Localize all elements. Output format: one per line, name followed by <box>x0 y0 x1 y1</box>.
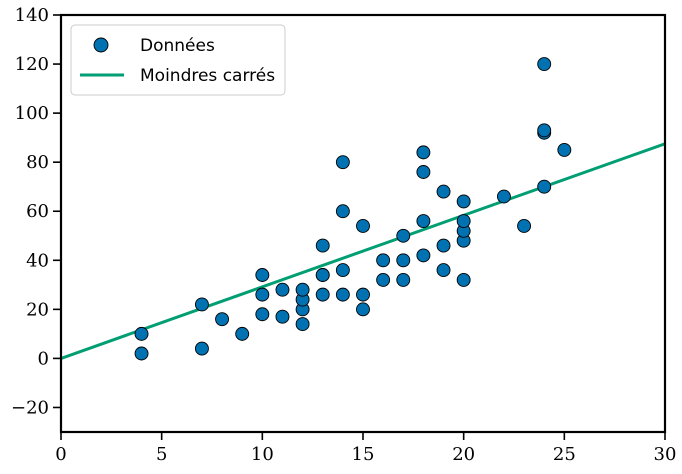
data-point <box>295 317 310 332</box>
data-point <box>295 282 310 297</box>
y-axis-ticks: −20 0 20 40 60 80 100 120 140 <box>11 5 61 418</box>
data-point <box>416 145 431 160</box>
data-point <box>376 272 391 287</box>
data-point <box>456 194 471 209</box>
data-point <box>255 268 270 282</box>
y-tick-label: −20 <box>11 397 49 418</box>
data-point <box>335 263 350 278</box>
y-tick-label: 120 <box>15 54 49 75</box>
data-point <box>275 282 290 297</box>
y-tick-label: 100 <box>15 103 49 124</box>
y-tick-label: 60 <box>26 201 49 222</box>
data-point <box>376 253 391 268</box>
data-point <box>416 165 431 179</box>
legend-box <box>70 24 286 96</box>
least-squares-line <box>61 142 665 360</box>
data-point <box>194 297 209 312</box>
legend-label-moindres-carres: Moindres carrés <box>140 66 275 86</box>
y-tick-label: 40 <box>26 250 49 271</box>
data-point <box>396 253 411 268</box>
data-point <box>416 214 431 228</box>
data-point <box>134 346 149 361</box>
data-point <box>194 341 209 356</box>
data-point <box>215 312 230 327</box>
data-point <box>496 189 511 204</box>
data-point <box>537 57 552 72</box>
data-point <box>275 309 290 324</box>
data-point <box>315 287 330 302</box>
data-point <box>235 326 250 341</box>
data-point <box>416 248 431 263</box>
x-axis-ticks: 0 5 10 15 20 25 30 <box>55 432 676 465</box>
data-point <box>436 184 451 199</box>
legend-label-donnees: Données <box>140 36 215 56</box>
data-point <box>335 204 350 219</box>
data-point <box>134 326 149 341</box>
data-point <box>335 287 350 302</box>
data-point <box>456 272 471 287</box>
data-point <box>436 263 451 278</box>
data-point <box>396 272 411 287</box>
data-point <box>396 228 411 243</box>
x-tick-label: 0 <box>55 444 66 465</box>
data-point <box>255 287 270 302</box>
data-point <box>356 287 370 302</box>
x-tick-label: 5 <box>156 444 167 465</box>
x-tick-label: 25 <box>553 444 576 465</box>
data-points-layer <box>134 57 572 361</box>
data-point <box>335 155 350 170</box>
regression-line-layer <box>61 142 665 360</box>
data-point <box>557 142 572 157</box>
data-point <box>255 307 270 322</box>
y-tick-label: 140 <box>15 5 49 26</box>
data-point <box>356 302 370 317</box>
data-point <box>436 238 451 253</box>
data-point <box>356 219 370 233</box>
x-tick-label: 15 <box>352 444 375 465</box>
data-point <box>315 268 330 282</box>
y-tick-label: 80 <box>26 152 49 173</box>
y-tick-label: 0 <box>38 348 49 369</box>
data-point <box>315 238 330 253</box>
x-tick-label: 30 <box>654 444 677 465</box>
data-point <box>537 179 552 194</box>
data-point <box>537 123 552 138</box>
plot-frame <box>59 13 667 434</box>
data-point <box>517 219 532 233</box>
data-point <box>456 214 471 228</box>
x-tick-label: 20 <box>452 444 475 465</box>
y-tick-label: 20 <box>26 299 49 320</box>
legend: Données Moindres carrés <box>70 24 286 96</box>
x-tick-label: 10 <box>251 444 274 465</box>
legend-marker-donnees <box>93 37 109 53</box>
